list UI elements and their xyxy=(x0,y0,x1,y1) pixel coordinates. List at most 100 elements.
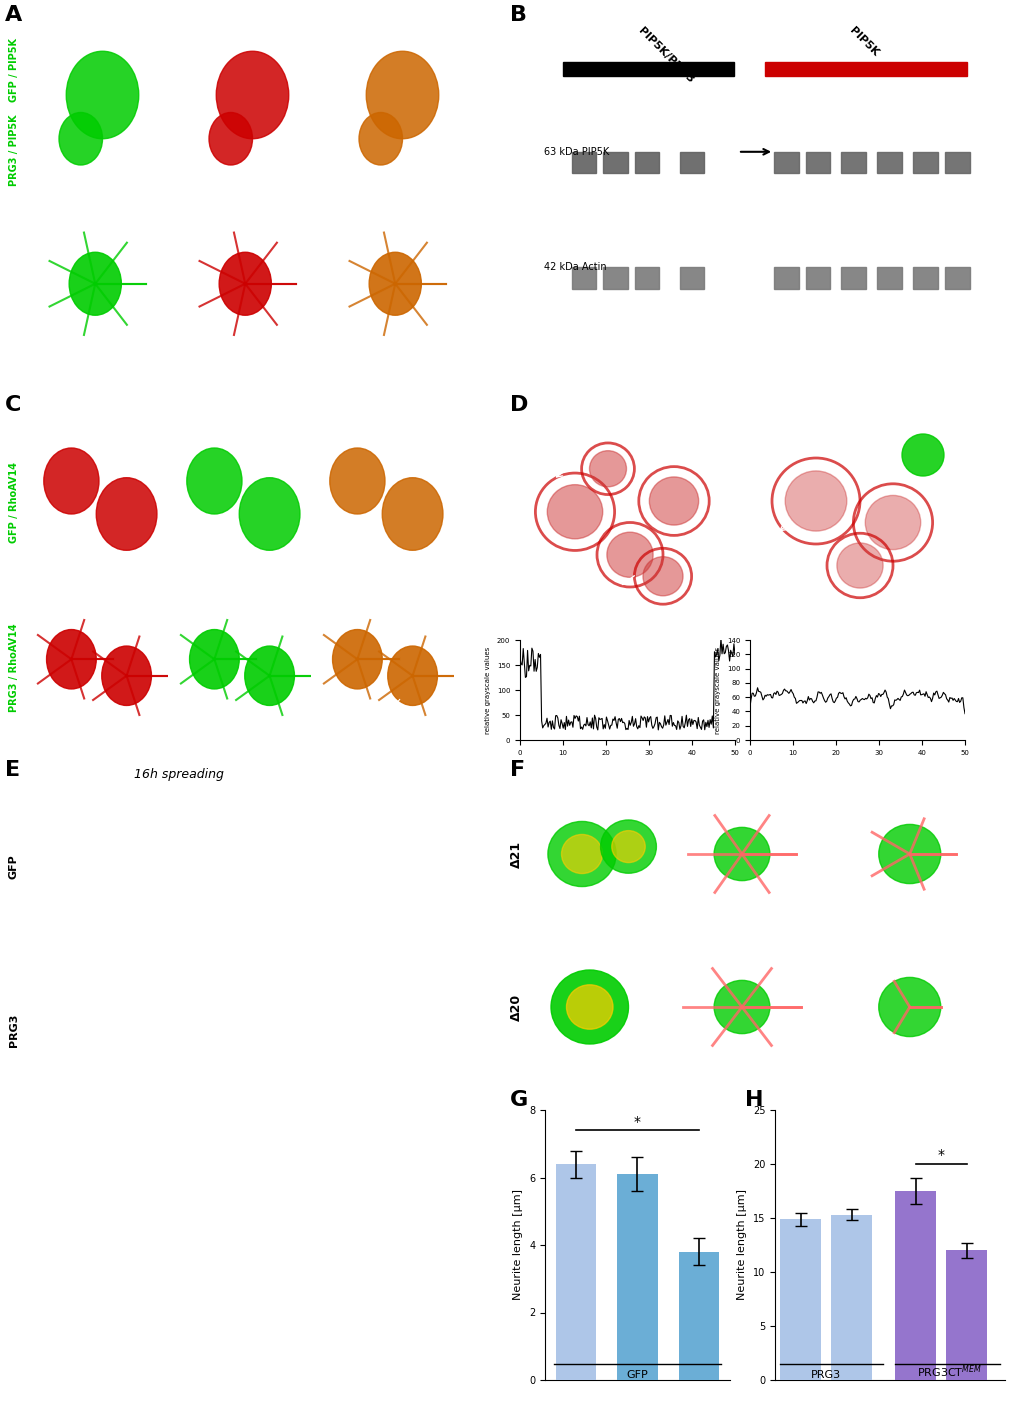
Text: merge: merge xyxy=(424,423,450,432)
Bar xyxy=(773,267,798,289)
Circle shape xyxy=(785,471,846,531)
Circle shape xyxy=(369,252,421,316)
Bar xyxy=(634,267,658,289)
Circle shape xyxy=(547,822,615,887)
Bar xyxy=(555,1165,595,1380)
Circle shape xyxy=(332,630,382,689)
Bar xyxy=(944,267,969,289)
Circle shape xyxy=(550,971,628,1044)
Circle shape xyxy=(649,477,698,525)
Bar xyxy=(841,151,865,174)
Text: PRG3: PRG3 xyxy=(9,1013,19,1047)
Text: PIP5K: PIP5K xyxy=(847,25,879,58)
Circle shape xyxy=(209,113,253,166)
Text: PRG3CT$^{MEM}$: PRG3CT$^{MEM}$ xyxy=(916,1364,981,1380)
Circle shape xyxy=(713,981,769,1033)
Bar xyxy=(679,151,703,174)
Bar xyxy=(571,267,596,289)
Circle shape xyxy=(47,630,96,689)
Circle shape xyxy=(566,985,612,1029)
Text: D: D xyxy=(510,395,528,415)
Bar xyxy=(841,267,865,289)
Text: C: C xyxy=(5,395,21,415)
Text: B: B xyxy=(510,6,527,25)
Bar xyxy=(894,1191,935,1380)
Text: 63 kDa PIP5K: 63 kDa PIP5K xyxy=(544,147,609,157)
Circle shape xyxy=(190,630,239,689)
Circle shape xyxy=(245,647,294,706)
Text: 42 kDa Actin: 42 kDa Actin xyxy=(544,262,606,272)
Circle shape xyxy=(382,478,442,550)
Y-axis label: relative grayscale values: relative grayscale values xyxy=(714,647,720,733)
Bar xyxy=(679,1252,718,1380)
Text: merge: merge xyxy=(444,34,472,42)
Circle shape xyxy=(102,647,151,706)
Bar xyxy=(764,62,967,76)
Circle shape xyxy=(561,835,602,873)
Bar xyxy=(780,1220,820,1380)
Circle shape xyxy=(589,451,626,487)
Circle shape xyxy=(901,434,943,475)
Text: 16h spreading: 16h spreading xyxy=(133,768,223,781)
Bar xyxy=(602,267,627,289)
Circle shape xyxy=(329,449,384,514)
Text: *: * xyxy=(634,1115,640,1129)
Text: PRG3 / RhoAV14: PRG3 / RhoAV14 xyxy=(9,623,19,712)
Text: A: A xyxy=(5,6,22,25)
Circle shape xyxy=(713,828,769,880)
Circle shape xyxy=(878,825,940,883)
Text: PRG3: PRG3 xyxy=(810,1370,840,1380)
Circle shape xyxy=(96,478,157,550)
Bar xyxy=(830,1214,871,1380)
Bar xyxy=(913,151,937,174)
Text: Δ20: Δ20 xyxy=(510,993,522,1020)
Circle shape xyxy=(547,485,602,539)
Bar xyxy=(945,1251,986,1380)
Text: GFP: GFP xyxy=(626,1370,648,1380)
Circle shape xyxy=(219,252,271,316)
Text: F: F xyxy=(510,760,525,780)
Text: myelin: myelin xyxy=(313,795,351,805)
Bar xyxy=(913,267,937,289)
Text: GFP / PIP5K: GFP / PIP5K xyxy=(9,38,19,102)
Circle shape xyxy=(606,532,652,577)
Circle shape xyxy=(366,51,438,139)
Bar xyxy=(602,151,627,174)
Bar xyxy=(679,267,703,289)
Circle shape xyxy=(359,113,403,166)
Bar xyxy=(805,151,829,174)
Circle shape xyxy=(186,449,242,514)
Circle shape xyxy=(836,543,882,589)
Text: GFP: GFP xyxy=(586,784,607,794)
Circle shape xyxy=(878,978,940,1037)
Bar xyxy=(876,151,902,174)
Circle shape xyxy=(239,478,300,550)
Text: Control: Control xyxy=(604,422,655,434)
Bar xyxy=(616,1174,657,1380)
Text: PRG3: PRG3 xyxy=(742,784,771,794)
Circle shape xyxy=(387,647,437,706)
Circle shape xyxy=(44,449,99,514)
Text: PRG3: PRG3 xyxy=(841,422,878,434)
Bar xyxy=(773,151,798,174)
Bar xyxy=(571,151,596,174)
Circle shape xyxy=(69,252,121,316)
Y-axis label: Neurite length [μm]: Neurite length [μm] xyxy=(513,1190,523,1300)
Bar xyxy=(944,151,969,174)
Text: Δ21: Δ21 xyxy=(510,841,522,867)
Y-axis label: relative grayscale values: relative grayscale values xyxy=(485,647,491,733)
Text: GFP: GFP xyxy=(9,855,19,879)
Circle shape xyxy=(216,51,288,139)
Circle shape xyxy=(66,51,139,139)
Text: PIP5K/PRG3: PIP5K/PRG3 xyxy=(636,25,695,85)
Circle shape xyxy=(600,819,656,873)
Bar xyxy=(876,267,902,289)
Text: GFP / RhoAV14: GFP / RhoAV14 xyxy=(9,463,19,543)
Bar xyxy=(634,151,658,174)
Text: *: * xyxy=(936,1148,944,1162)
Text: PRG3CT$^{MEM}$: PRG3CT$^{MEM}$ xyxy=(884,784,949,801)
Circle shape xyxy=(642,556,683,596)
Bar xyxy=(805,267,829,289)
Text: H: H xyxy=(744,1090,763,1109)
Text: E: E xyxy=(5,760,20,780)
